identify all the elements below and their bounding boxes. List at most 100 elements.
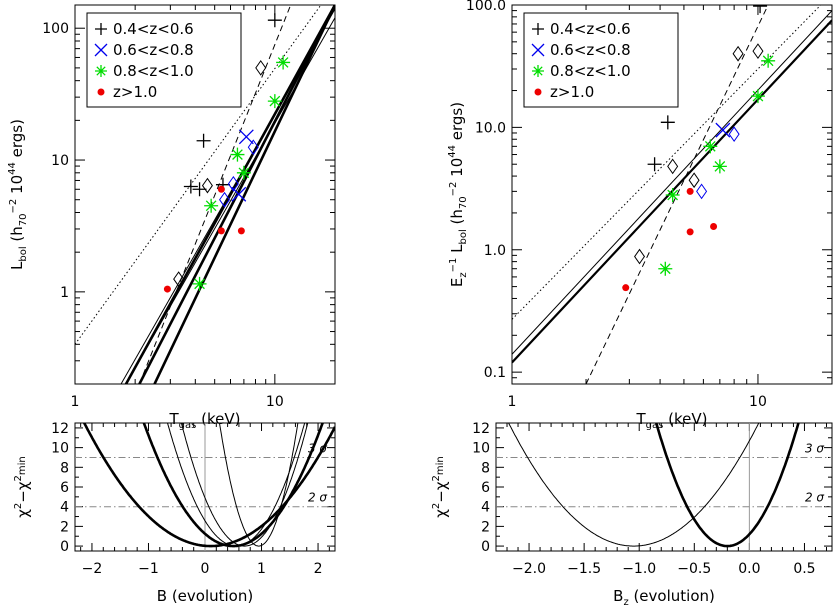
y-tick-label: 100 bbox=[42, 21, 69, 37]
label-part: 2 bbox=[431, 503, 442, 509]
label-part: 10 bbox=[448, 158, 466, 182]
label-part: bol bbox=[458, 229, 469, 244]
legend: 0.4<z<0.6 0.6<z<0.8 0.8<z<1.0 z>1.0 bbox=[86, 12, 242, 108]
label-part: 44 bbox=[447, 145, 458, 158]
chi-square-curve bbox=[218, 423, 299, 547]
y-tick-label: 12 bbox=[472, 421, 490, 437]
y-tick-label: 100.0 bbox=[466, 0, 506, 14]
label-part: 2 bbox=[431, 475, 442, 481]
asterisk-marker bbox=[95, 65, 107, 77]
dot-marker bbox=[622, 284, 630, 292]
label-part: L bbox=[448, 244, 466, 258]
legend-label: z>1.0 bbox=[550, 83, 594, 101]
plus-marker bbox=[660, 115, 675, 130]
fit-line bbox=[125, 17, 335, 384]
x-tick-label: 10 bbox=[749, 394, 767, 410]
y-tick-label: 2 bbox=[60, 519, 69, 535]
diamond-marker bbox=[247, 139, 259, 156]
legend-label: 0.4<z<0.6 bbox=[113, 20, 194, 38]
dot-marker bbox=[686, 187, 694, 195]
legend-box bbox=[523, 12, 679, 108]
diamond-marker bbox=[634, 248, 646, 265]
label-part: min bbox=[17, 456, 28, 475]
plot-area bbox=[75, 5, 335, 384]
asterisk-marker bbox=[204, 198, 219, 213]
plus-marker bbox=[532, 23, 544, 35]
fit-line bbox=[75, 5, 322, 345]
fit-line bbox=[153, 5, 335, 384]
plus-marker bbox=[192, 182, 207, 197]
diamond-marker bbox=[255, 60, 267, 76]
y-tick-label: 12 bbox=[51, 421, 69, 437]
plot-frame bbox=[511, 4, 833, 385]
asterisk-marker bbox=[276, 55, 291, 70]
y-tick-label: 6 bbox=[60, 480, 69, 496]
label-part: 2 bbox=[13, 503, 24, 509]
asterisk-marker bbox=[267, 94, 282, 109]
fit-line bbox=[512, 5, 822, 320]
label-part: L bbox=[8, 261, 26, 270]
y-tick-label: 8 bbox=[481, 460, 490, 476]
y-tick-label: 10 bbox=[472, 441, 490, 457]
y-tick-label: 10 bbox=[51, 441, 69, 457]
dot-marker bbox=[534, 88, 542, 96]
label-part: B bbox=[613, 587, 623, 605]
legend-label: z>1.0 bbox=[113, 83, 157, 101]
dot-marker bbox=[237, 227, 245, 235]
y-tick-label: 0 bbox=[481, 539, 490, 555]
x-marker bbox=[531, 43, 545, 57]
label-part: −2 bbox=[8, 199, 19, 214]
x-tick-label: 0.5 bbox=[793, 561, 815, 577]
label-part: T bbox=[169, 410, 180, 428]
asterisk-marker bbox=[532, 65, 544, 77]
diamond-marker bbox=[219, 191, 231, 208]
label-part: χ bbox=[14, 509, 32, 518]
x-tick-label: 1 bbox=[508, 394, 517, 410]
y-tick-label: 8 bbox=[60, 460, 69, 476]
sigma-label: 2 σ bbox=[805, 491, 824, 505]
label-part: ergs) bbox=[448, 102, 466, 145]
diamond-marker bbox=[728, 126, 740, 143]
x-tick-label: −1.0 bbox=[622, 561, 656, 577]
label-part: 70 bbox=[458, 196, 469, 209]
plot-area bbox=[496, 423, 832, 551]
sigma-label: 2 σ bbox=[308, 491, 327, 505]
chi-square-curve bbox=[508, 423, 760, 547]
plus-marker bbox=[183, 179, 198, 194]
y-tick-label: 10.0 bbox=[475, 120, 506, 136]
x-tick-label: −2.0 bbox=[512, 561, 546, 577]
fit-line bbox=[512, 19, 832, 364]
label-part: 2 bbox=[13, 475, 24, 481]
legend-box bbox=[86, 12, 242, 108]
asterisk-marker bbox=[192, 276, 207, 291]
diamond-marker bbox=[173, 271, 185, 287]
label-part: z bbox=[458, 272, 469, 277]
legend-label: 0.6<z<0.8 bbox=[113, 41, 194, 59]
diamond-marker bbox=[227, 175, 239, 192]
label-part: (evolution) bbox=[629, 587, 715, 605]
diamond-marker bbox=[201, 177, 213, 194]
dot-marker bbox=[217, 227, 225, 235]
y-tick-label: 1.0 bbox=[484, 243, 506, 259]
asterisk-marker bbox=[665, 188, 680, 203]
chi-square-curve bbox=[142, 423, 325, 548]
diamond-marker bbox=[752, 43, 764, 59]
label-part: z bbox=[623, 597, 628, 608]
asterisk-marker bbox=[712, 159, 727, 174]
asterisk-marker bbox=[236, 165, 251, 180]
label-part: E bbox=[448, 278, 466, 287]
label-part: (keV) bbox=[196, 410, 240, 428]
plus-marker bbox=[647, 157, 662, 172]
x-axis-label: Tgas (keV) bbox=[636, 410, 708, 431]
dot-marker bbox=[217, 185, 225, 193]
sigma-label: 3 σ bbox=[805, 441, 824, 455]
chi-square-curve bbox=[167, 423, 306, 547]
plot-frame bbox=[74, 4, 336, 385]
label-part: −1 bbox=[448, 258, 459, 273]
plus-marker bbox=[267, 13, 282, 28]
legend-label: 0.4<z<0.6 bbox=[550, 20, 631, 38]
label-part: gas bbox=[646, 420, 664, 431]
asterisk-marker bbox=[703, 139, 718, 154]
